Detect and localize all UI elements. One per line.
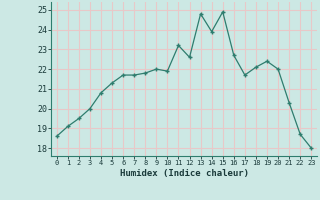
- X-axis label: Humidex (Indice chaleur): Humidex (Indice chaleur): [119, 169, 249, 178]
